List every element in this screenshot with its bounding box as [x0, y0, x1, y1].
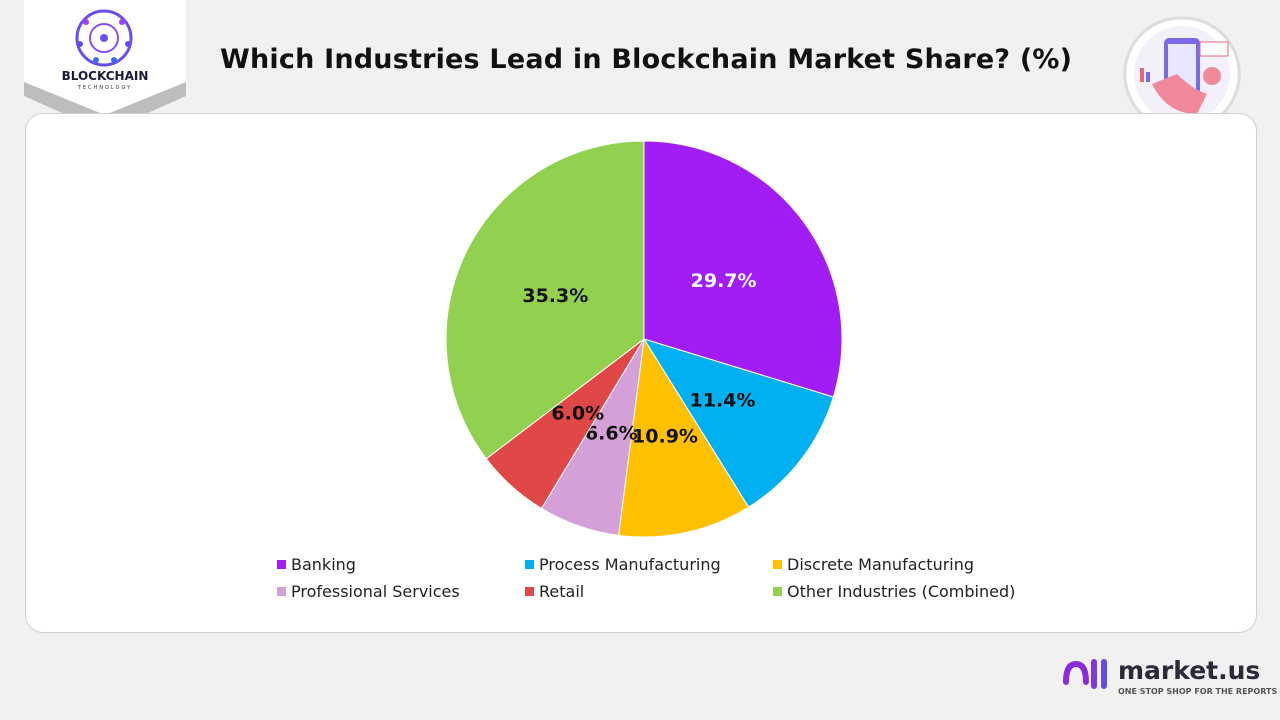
data-label: 35.3%: [522, 285, 588, 307]
legend-item: Professional Services: [277, 582, 525, 601]
legend-swatch: [773, 587, 782, 596]
legend-item: Banking: [277, 555, 525, 574]
legend-swatch: [277, 560, 286, 569]
brand-tagline: ONE STOP SHOP FOR THE REPORTS: [1118, 687, 1278, 696]
pie-slice-discrete-manufacturing: [617, 337, 750, 538]
legend-swatch: [773, 560, 782, 569]
network-globe-icon: [75, 9, 133, 67]
chart-title: Which Industries Lead in Blockchain Mark…: [220, 44, 1073, 75]
logo-text: BLOCKCHAIN: [62, 69, 149, 83]
legend: Banking Process Manufacturing Discrete Man…: [277, 555, 1037, 601]
legend-label: Other Industries (Combined): [787, 582, 1016, 601]
logo-subtext: TECHNOLOGY: [77, 85, 132, 91]
pie-slice-process-manufacturing: [642, 338, 834, 508]
data-label: 10.9%: [632, 426, 698, 448]
legend-item: Discrete Manufacturing: [773, 555, 1033, 574]
legend-label: Discrete Manufacturing: [787, 555, 975, 574]
pie-slice-banking: [643, 140, 843, 398]
legend-item: Process Manufacturing: [525, 555, 773, 574]
legend-swatch: [525, 587, 534, 596]
legend-label: Professional Services: [291, 582, 460, 601]
blockchain-logo-badge: BLOCKCHAIN TECHNOLOGY: [24, 0, 186, 132]
data-label: 6.6%: [585, 422, 638, 444]
legend-item: Other Industries (Combined): [773, 582, 1033, 601]
pie-slice-other-industries-combined-: [445, 140, 645, 460]
market-us-logo: market.us ONE STOP SHOP FOR THE REPORTS: [1062, 656, 1277, 706]
legend-swatch: [277, 587, 286, 596]
legend-item: Retail: [525, 582, 773, 601]
data-label: 11.4%: [690, 389, 756, 411]
brand-name: market.us: [1118, 656, 1261, 685]
legend-label: Process Manufacturing: [539, 555, 721, 574]
legend-label: Banking: [291, 555, 356, 574]
data-label: 29.7%: [691, 270, 757, 292]
legend-swatch: [525, 560, 534, 569]
data-label: 6.0%: [551, 403, 604, 425]
market-us-logo-icon: [1063, 659, 1107, 689]
legend-label: Retail: [539, 582, 585, 601]
